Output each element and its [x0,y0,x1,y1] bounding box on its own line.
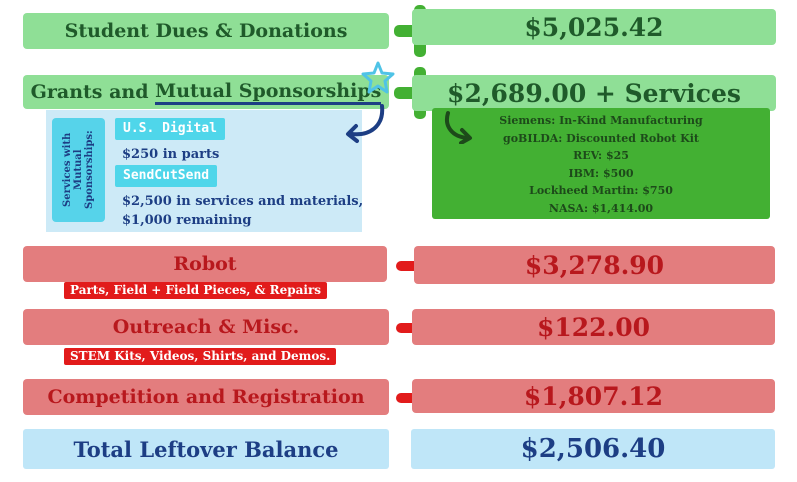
sponsor-box: Siemens: In-Kind Manufacturing goBILDA: … [432,108,770,219]
competition-amount: $1,807.12 [412,379,775,413]
service-name-usdigital: U.S. Digital [115,118,225,140]
service-name-sendcutsend: SendCutSend [115,165,218,187]
sponsor-list: Siemens: In-Kind Manufacturing goBILDA: … [432,112,770,217]
total-amount: $2,506.40 [411,429,775,469]
grants-amount: $2,689.00 + Services [412,75,776,111]
sponsor-item: NASA: $1,414.00 [548,201,654,215]
star-doodle-icon [361,61,395,94]
robot-note: Parts, Field + Field Pieces, & Repairs [64,282,328,299]
outreach-amount: $122.00 [412,309,775,345]
grants-label: Grants and Mutual Sponsorships [23,75,389,109]
dues-amount: $5,025.42 [412,9,776,45]
total-label: Total Leftover Balance [23,429,389,469]
outreach-label: Outreach & Misc. [23,309,389,345]
curved-arrow-icon [445,111,472,144]
dues-label: Student Dues & Donations [23,13,389,49]
grants-label-pre: Grants and [30,81,156,103]
service-detail-usdigital: $250 in parts [122,147,220,162]
sponsor-item: Lockheed Martin: $750 [529,184,673,197]
sponsor-item: Siemens: In-Kind Manufacturing [499,114,703,127]
competition-label: Competition and Registration [23,379,389,415]
service-detail-sendcutsend-1: $2,500 in services and materials, [122,194,364,209]
curved-arrow-icon [346,104,385,143]
robot-amount: $3,278.90 [414,246,775,284]
sponsor-item: goBILDA: Discounted Robot Kit [503,131,699,145]
grants-label-underlined: Mutual Sponsorships [155,80,382,105]
sponsor-item: IBM: $500 [568,166,634,180]
robot-label: Robot [23,246,387,282]
outreach-note: STEM Kits, Videos, Shirts, and Demos. [64,348,337,365]
sponsor-item: REV: $25 [573,149,629,162]
service-detail-sendcutsend-2: $1,000 remaining [122,213,252,228]
services-side-label: Services with Mutual Sponsorships: [52,118,105,222]
